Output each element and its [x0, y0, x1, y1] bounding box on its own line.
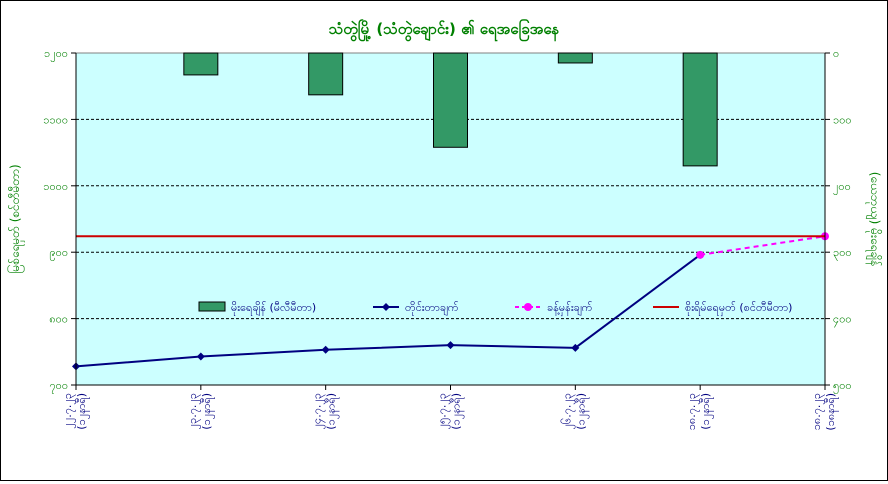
legend-label: စိုးရိမ်ရေမှတ် (စင်တီမီတာ): [685, 301, 792, 316]
x-tick-label: ၂၂.၇.၂၃: [61, 393, 76, 429]
rainfall-bar: [308, 52, 344, 96]
right-tick-label: ၅၀၀: [833, 379, 852, 394]
forecast-point: [696, 250, 705, 259]
x-tick-sublabel: (၁၂နာရီ): [450, 393, 465, 430]
observed-point: [571, 343, 580, 352]
x-axis-ticks: ၂၂.၇.၂၃ (၁၂နာရီ) ၂၃.၇.၂၃ (၁၂နာရီ) ၂၄.၇.၂၃ (၁၂…: [61, 385, 839, 431]
x-tick-label: ၁၈.၇.၂၃: [685, 393, 700, 430]
right-tick-label: ၂၀၀: [833, 180, 851, 195]
rainfall-bar: [183, 52, 219, 76]
legend-label: မိုးရေချိန် (မီလီမီတာ): [231, 301, 316, 316]
x-tick-sublabel: (၁၂နာရီ): [699, 393, 714, 430]
right-tick-label: ၄၀၀: [833, 313, 852, 328]
x-tick-sublabel: (၁၂နာရီ): [200, 393, 215, 430]
left-tick-label: ၁၀၀၀: [43, 180, 68, 193]
left-tick-label: ၁၁၀၀: [43, 113, 68, 126]
x-tick-label: ၂၅.၇.၂၃: [436, 393, 451, 429]
left-tick-label: ၉၀၀: [49, 246, 68, 261]
left-tick-label: ၁၂၀၀: [44, 47, 68, 62]
x-tick-label: ၂၆.၇.၂၃: [560, 393, 575, 429]
chart-title: သံတွဲမြို့ (သံတွဲချောင်း) ၏ ရေအခြေအနေ: [329, 18, 560, 42]
rainfall-bars: [183, 52, 718, 167]
observed-point: [196, 352, 205, 361]
left-axis-ticks: ၇၀၀ ၈၀၀ ၉၀၀ ၁၀၀၀ ၁၁၀၀ ၁၂၀၀: [43, 47, 76, 394]
legend-label: တိုင်းတာချက်: [405, 301, 459, 316]
x-tick-sublabel: (၁၂နာရီ): [325, 393, 340, 430]
right-tick-label: ၁၀၀: [833, 113, 852, 126]
forecast-line: [700, 235, 826, 256]
x-tick-label: ၁၈.၇.၂၃: [810, 393, 825, 430]
right-tick-label: ၃၀၀: [833, 246, 852, 261]
right-axis-label: (ယေဘုယျ) မိုးရေချိန်: [865, 172, 883, 267]
legend-marker-observed: [382, 303, 390, 311]
legend-swatch-rainfall: [198, 301, 226, 312]
observed-point: [321, 345, 330, 354]
rainfall-bar: [682, 52, 718, 167]
rainfall-bar: [557, 52, 593, 64]
legend: မိုးရေချိန် (မီလီမီတာ) တိုင်းတာချက် ခန့်မှ…: [198, 301, 792, 316]
x-tick-sublabel: (၁၂နာရီ): [75, 393, 90, 430]
legend-marker-forecast: [524, 303, 532, 311]
right-tick-label: ၀: [833, 47, 839, 60]
rainfall-bar: [433, 52, 468, 148]
x-tick-sublabel: (၁၂နာရီ): [574, 393, 589, 430]
series-lines: [72, 232, 829, 371]
x-tick-sublabel: (၁၈နာရီ): [824, 393, 839, 431]
legend-label: ခန့်မှန်းချက်: [547, 301, 593, 316]
x-tick-label: ၂၃.၇.၂၃: [186, 393, 201, 429]
left-tick-label: ၈၀၀: [49, 313, 68, 326]
observed-point: [446, 341, 455, 350]
left-axis-label: မြစ်ရေမှတ် (စင်တီမီတာ): [6, 164, 25, 273]
left-tick-label: ၇၀၀: [49, 379, 68, 394]
observed-line: [75, 254, 701, 368]
x-tick-label: ၂၄.၇.၂၃: [311, 393, 326, 429]
